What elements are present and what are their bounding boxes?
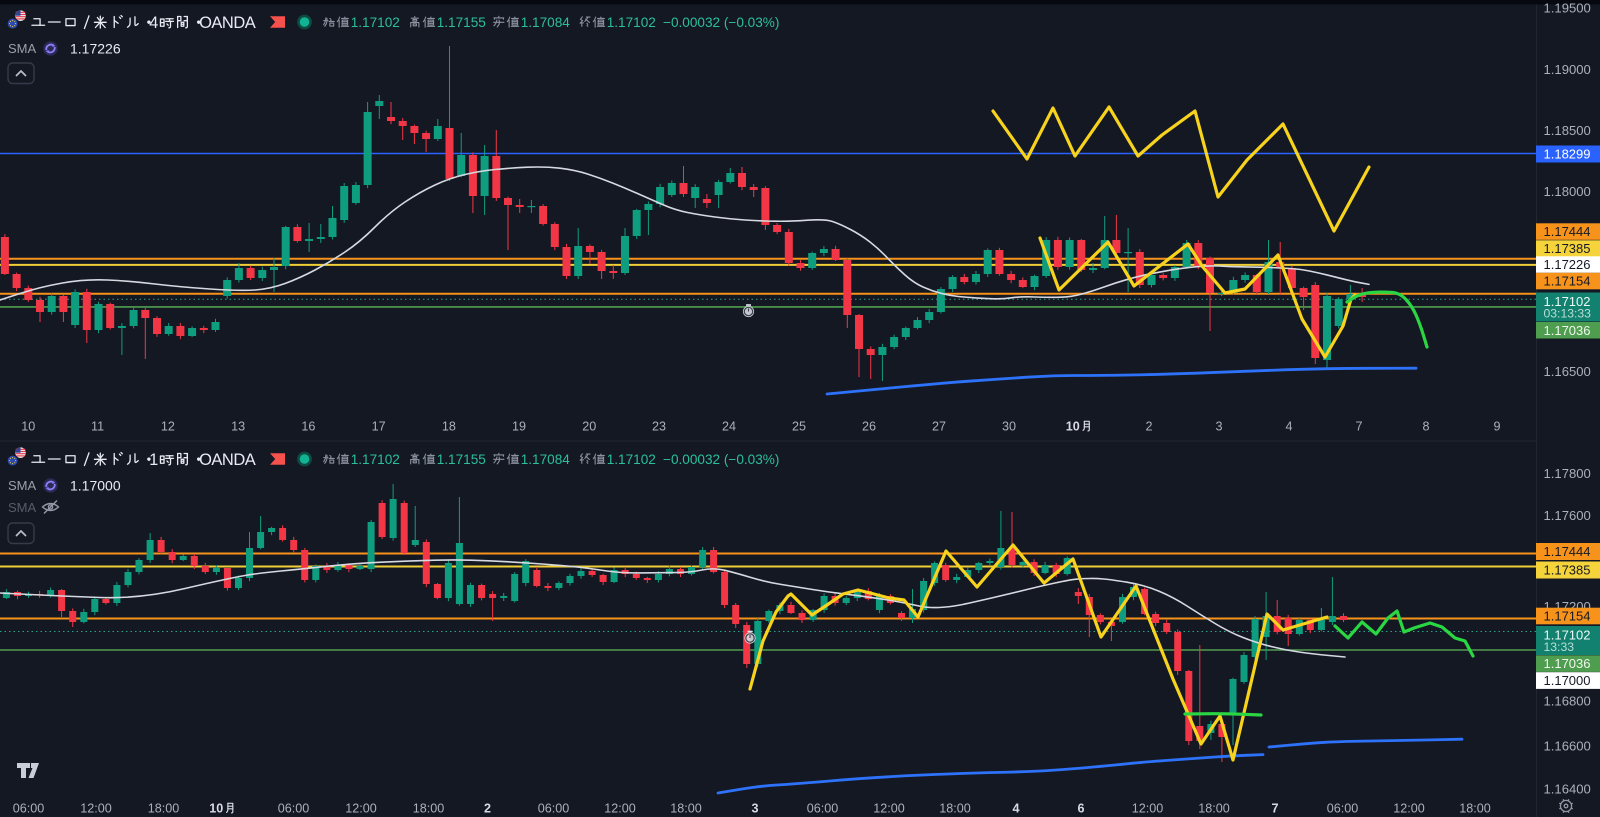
svg-text:18:00: 18:00 — [413, 802, 445, 816]
svg-text:4: 4 — [1285, 420, 1292, 434]
svg-text:1.18000: 1.18000 — [1544, 184, 1591, 199]
svg-text:06:00: 06:00 — [278, 802, 310, 816]
svg-text:06:00: 06:00 — [538, 802, 570, 816]
svg-text:1.17036: 1.17036 — [1544, 656, 1591, 671]
svg-text:1.16800: 1.16800 — [1544, 694, 1591, 709]
svg-text:1.18500: 1.18500 — [1544, 123, 1591, 138]
svg-text:3: 3 — [1215, 420, 1222, 434]
svg-text:20: 20 — [582, 420, 596, 434]
svg-text:1.17102: 1.17102 — [607, 452, 656, 467]
svg-text:1.17036: 1.17036 — [1544, 323, 1591, 338]
svg-text:1.17102: 1.17102 — [1544, 627, 1591, 642]
svg-text:18:00: 18:00 — [670, 802, 702, 816]
svg-text:1.19000: 1.19000 — [1544, 62, 1591, 77]
svg-text:12:00: 12:00 — [345, 802, 377, 816]
svg-text:06:00: 06:00 — [807, 802, 839, 816]
svg-text:1.17444: 1.17444 — [1544, 224, 1591, 239]
svg-text:1.17155: 1.17155 — [437, 15, 486, 30]
svg-text:9: 9 — [1493, 420, 1500, 434]
svg-text:2: 2 — [1145, 420, 1152, 434]
svg-text:7: 7 — [1355, 420, 1362, 434]
svg-text:1.19500: 1.19500 — [1544, 1, 1591, 16]
svg-text:03:13:33: 03:13:33 — [1544, 307, 1592, 321]
svg-text:17: 17 — [372, 420, 386, 434]
svg-text:1.18299: 1.18299 — [1544, 147, 1591, 162]
svg-text:1.17102: 1.17102 — [607, 15, 656, 30]
svg-text:18:00: 18:00 — [1198, 802, 1230, 816]
svg-text:10: 10 — [1066, 420, 1080, 434]
svg-text:SMA: SMA — [8, 478, 37, 493]
svg-text:1.17800: 1.17800 — [1544, 466, 1591, 481]
svg-text:18:00: 18:00 — [1459, 802, 1491, 816]
svg-text:1.17600: 1.17600 — [1544, 508, 1591, 523]
svg-text:12:00: 12:00 — [80, 802, 112, 816]
svg-text:7: 7 — [1271, 802, 1278, 816]
svg-text:8: 8 — [1422, 420, 1429, 434]
svg-text:4: 4 — [149, 14, 158, 32]
svg-text:06:00: 06:00 — [13, 802, 45, 816]
svg-text:10: 10 — [21, 420, 35, 434]
svg-text:1.17000: 1.17000 — [1544, 673, 1591, 688]
svg-text:24: 24 — [722, 420, 736, 434]
svg-text:26: 26 — [862, 420, 876, 434]
svg-text:13: 13 — [231, 420, 245, 434]
svg-text:1.17155: 1.17155 — [437, 452, 486, 467]
svg-text:16: 16 — [301, 420, 315, 434]
svg-text:1.17444: 1.17444 — [1544, 544, 1591, 559]
svg-text:12:00: 12:00 — [873, 802, 905, 816]
svg-text:06:00: 06:00 — [1327, 802, 1359, 816]
svg-text:1.17385: 1.17385 — [1544, 241, 1591, 256]
svg-text:1.16400: 1.16400 — [1544, 781, 1591, 796]
svg-text:18:00: 18:00 — [148, 802, 180, 816]
svg-text:12:00: 12:00 — [1393, 802, 1425, 816]
svg-text:1.17084: 1.17084 — [521, 15, 571, 30]
svg-text:1.17154: 1.17154 — [1544, 609, 1591, 624]
svg-text:3: 3 — [751, 802, 758, 816]
svg-text:1.17000: 1.17000 — [70, 478, 121, 494]
svg-text:13:33: 13:33 — [1544, 640, 1575, 654]
svg-text:−0.00032 (−0.03%): −0.00032 (−0.03%) — [663, 15, 779, 30]
svg-text:OANDA: OANDA — [199, 14, 256, 32]
svg-text:10: 10 — [209, 802, 223, 816]
svg-text:2: 2 — [484, 802, 491, 816]
svg-text:19: 19 — [512, 420, 526, 434]
svg-text:11: 11 — [91, 420, 104, 434]
svg-text:1.17084: 1.17084 — [521, 452, 571, 467]
svg-text:30: 30 — [1002, 420, 1016, 434]
svg-text:18:00: 18:00 — [939, 802, 971, 816]
svg-text:27: 27 — [932, 420, 946, 434]
svg-text:OANDA: OANDA — [199, 451, 256, 469]
svg-text:23: 23 — [652, 420, 666, 434]
svg-text:4: 4 — [1012, 802, 1019, 816]
svg-text:1.17102: 1.17102 — [351, 452, 400, 467]
svg-text:12: 12 — [161, 420, 175, 434]
svg-text:12:00: 12:00 — [604, 802, 636, 816]
svg-text:1.16600: 1.16600 — [1544, 739, 1591, 754]
svg-text:12:00: 12:00 — [1132, 802, 1164, 816]
svg-text:18: 18 — [442, 420, 456, 434]
svg-text:1.17102: 1.17102 — [351, 15, 400, 30]
svg-text:1.17102: 1.17102 — [1544, 294, 1591, 309]
svg-text:1.17385: 1.17385 — [1544, 563, 1591, 578]
svg-text:1.17154: 1.17154 — [1544, 274, 1591, 289]
svg-text:6: 6 — [1077, 802, 1084, 816]
svg-text:SMA: SMA — [8, 500, 37, 515]
svg-text:1: 1 — [149, 451, 158, 469]
svg-text:SMA: SMA — [8, 41, 37, 56]
svg-text:25: 25 — [792, 420, 806, 434]
svg-text:−0.00032 (−0.03%): −0.00032 (−0.03%) — [663, 452, 779, 467]
svg-text:1.16500: 1.16500 — [1544, 364, 1591, 379]
svg-text:1.17226: 1.17226 — [70, 41, 121, 57]
svg-text:1.17226: 1.17226 — [1544, 257, 1591, 272]
